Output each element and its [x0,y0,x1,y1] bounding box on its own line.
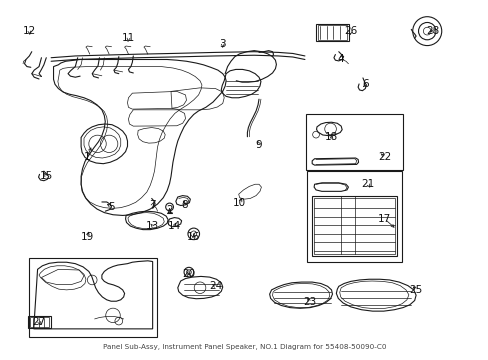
Text: 9: 9 [255,140,262,149]
Bar [313,198,394,255]
Text: 11: 11 [122,33,135,43]
Bar [307,171,401,262]
Text: 1: 1 [84,152,90,162]
Text: 3: 3 [219,39,225,49]
Bar [311,196,396,256]
Bar [29,258,157,337]
Text: 5: 5 [108,202,115,212]
Bar [30,317,49,327]
Text: 19: 19 [81,232,94,242]
Bar [28,316,51,328]
Text: 14: 14 [167,221,181,231]
Text: 8: 8 [181,200,187,210]
Text: 21: 21 [361,179,374,189]
Text: 23: 23 [303,297,316,307]
Text: 10: 10 [233,198,246,208]
Text: 13: 13 [146,221,159,231]
Text: 26: 26 [344,26,357,36]
Text: 28: 28 [426,26,439,36]
Bar [306,114,402,170]
Text: 25: 25 [408,285,422,295]
Text: 2: 2 [166,205,173,215]
Text: 15: 15 [40,171,53,181]
Text: Panel Sub-Assy, Instrument Panel Speaker, NO.1 Diagram for 55408-50090-C0: Panel Sub-Assy, Instrument Panel Speaker… [102,344,386,350]
Text: 24: 24 [208,281,222,291]
Text: 18: 18 [324,132,338,143]
Text: 22: 22 [377,152,390,162]
Bar [315,24,348,41]
Text: 16: 16 [187,232,200,242]
Text: 12: 12 [23,26,36,36]
Text: 7: 7 [149,200,156,210]
Bar [317,26,346,40]
Text: 4: 4 [337,54,344,64]
Text: 6: 6 [361,79,368,89]
Text: 20: 20 [182,269,195,279]
Text: 27: 27 [32,317,45,327]
Text: 17: 17 [377,214,390,224]
